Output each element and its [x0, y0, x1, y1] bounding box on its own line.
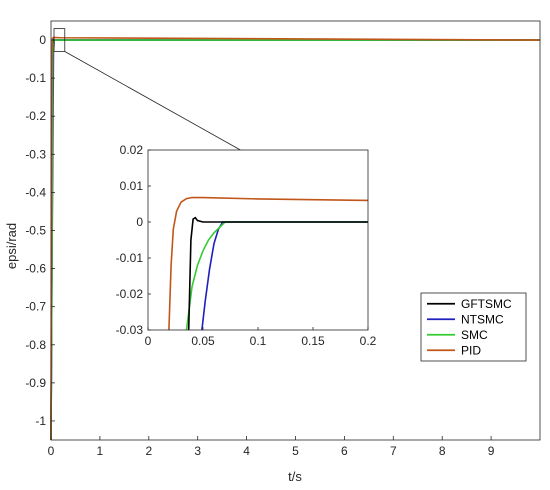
- legend-entry-pid: PID: [461, 343, 481, 357]
- main-y-tick-label: -0.5: [25, 224, 46, 238]
- main-y-tick-label: -1: [35, 414, 46, 428]
- main-x-tick-label: 4: [243, 444, 250, 458]
- main-x-tick-label: 1: [97, 444, 104, 458]
- main-y-tick-label: -0.2: [25, 109, 46, 123]
- inset-y-tick-label: 0: [136, 215, 143, 229]
- inset-y-tick-label: 0.01: [120, 179, 144, 193]
- inset-x-tick-label: 0.2: [360, 334, 377, 348]
- inset-y-tick-label: -0.03: [116, 323, 144, 337]
- inset-series-group: [168, 196, 368, 330]
- inset-background: [148, 150, 368, 330]
- main-x-tick-label: 6: [341, 444, 348, 458]
- main-x-tick-label: 8: [439, 444, 446, 458]
- main-plot: 0 1 2 3 4 5 6 7 8 9 0 -0.1 -0.2 -0.3 -0.4 -0.5 -0.6 -0.7 -…: [25, 20, 541, 458]
- main-y-tick-label: -0.3: [25, 147, 46, 161]
- inset-y-tick-label: -0.02: [116, 287, 144, 301]
- main-y-tick-label: -0.1: [25, 71, 46, 85]
- inset-x-tick-label: 0.15: [301, 334, 325, 348]
- inset-y-tick-label: 0.02: [120, 143, 144, 157]
- inset-y-tick-label: -0.01: [116, 251, 144, 265]
- inset-series-line-pid: [168, 196, 368, 330]
- inset-plot: 0 0.05 0.1 0.15 0.2 0.02 0.01 0 -0.01 -0.02 -0.03: [64, 51, 377, 348]
- main-x-tick-label: 0: [48, 444, 55, 458]
- inset-x-tick-label: 0.05: [191, 334, 215, 348]
- inset-x-tick-label: 0: [145, 334, 152, 348]
- y-axis-label: epsi/rad: [4, 223, 19, 269]
- main-x-tick-label: 9: [488, 444, 495, 458]
- legend-entry-smc: SMC: [461, 328, 488, 342]
- main-y-tick-label: 0: [39, 33, 46, 47]
- main-y-tick-label: -0.8: [25, 338, 46, 352]
- main-x-tick-label: 5: [292, 444, 299, 458]
- main-x-tick-label: 3: [194, 444, 201, 458]
- main-y-tick-label: -0.9: [25, 376, 46, 390]
- inset-series-line-gftsmc: [187, 216, 368, 330]
- inset-x-tick-label: 0.1: [250, 334, 267, 348]
- main-y-tick-label: -0.7: [25, 300, 46, 314]
- legend-entry-ntsmc: NTSMC: [461, 312, 504, 326]
- zoom-connector-line: [64, 51, 241, 151]
- inset-series-line-smc: [185, 221, 368, 330]
- zoom-region-box: [53, 28, 66, 52]
- main-y-tick-label: -0.6: [25, 262, 46, 276]
- legend-entry-gftsmc: GFTSMC: [461, 297, 512, 311]
- main-x-tick-label: 7: [390, 444, 397, 458]
- main-y-tick-label: -0.4: [25, 185, 46, 199]
- x-axis-label: t/s: [288, 469, 302, 484]
- main-x-tick-label: 2: [145, 444, 152, 458]
